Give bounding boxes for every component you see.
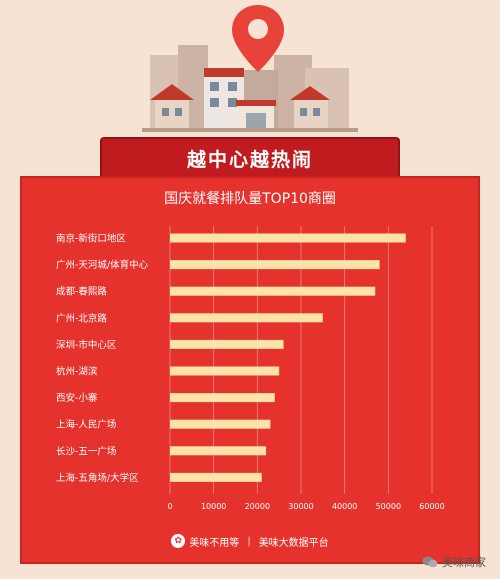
bar	[170, 366, 280, 376]
wechat-icon	[422, 556, 438, 568]
x-tick-label: 60000	[419, 502, 444, 511]
category-label: 广州-北京路	[56, 312, 107, 324]
x-tick-label: 20000	[245, 502, 270, 511]
footer: ✿ 美味不用等 | 美味大数据平台	[0, 531, 500, 551]
bar	[170, 446, 267, 456]
category-label: 南京-新街口地区	[56, 233, 126, 245]
bar	[170, 286, 376, 296]
bar	[170, 339, 284, 349]
x-tick-label: 0	[167, 502, 172, 511]
bar	[170, 393, 275, 403]
bar	[170, 313, 323, 323]
footer-platform: 美味大数据平台	[258, 537, 329, 549]
category-label: 上海-五角场/大学区	[56, 472, 139, 484]
title-banner: 越中心越热闹	[100, 137, 400, 179]
category-label: 杭州-湖滨	[56, 366, 98, 378]
x-tick-label: 10000	[201, 502, 226, 511]
x-tick-label: 50000	[376, 502, 401, 511]
x-tick-label: 40000	[332, 502, 357, 511]
brand-logo-icon: ✿	[171, 534, 186, 548]
category-label: 深圳-市中心区	[56, 339, 117, 351]
banner-title: 越中心越热闹	[186, 148, 313, 171]
footer-separator: |	[247, 535, 251, 547]
x-tick-label: 30000	[288, 502, 313, 511]
category-label: 广州-天河城/体育中心	[56, 259, 149, 271]
bar	[170, 472, 262, 482]
category-label: 上海-人民广场	[56, 419, 116, 431]
bar	[170, 233, 406, 243]
bar	[170, 419, 271, 429]
category-label: 长沙-五一广场	[56, 445, 116, 457]
watermark-text: 美味商家	[442, 556, 486, 569]
bar	[170, 260, 380, 270]
category-label: 成都-春熙路	[56, 286, 107, 298]
footer-brand: 美味不用等	[189, 537, 240, 549]
category-label: 西安-小寨	[56, 392, 98, 404]
chart-title: 国庆就餐排队量TOP10商圈	[164, 191, 336, 207]
city-illustration	[142, 5, 358, 132]
watermark: 美味商家	[422, 552, 486, 572]
